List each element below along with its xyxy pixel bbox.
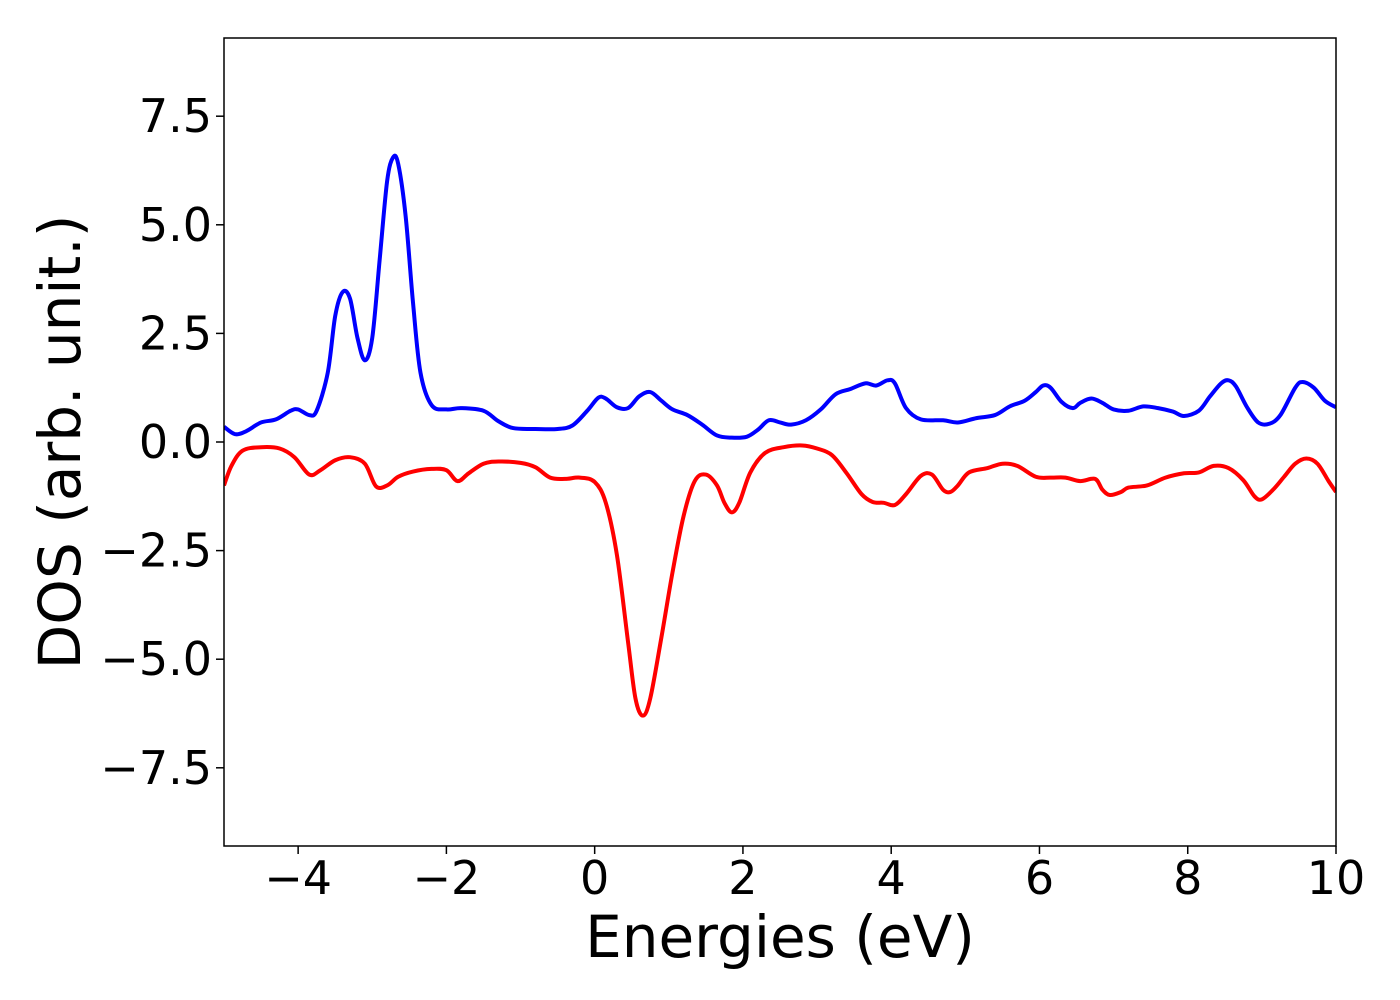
y-tick-label: −2.5 <box>100 524 212 578</box>
x-tick-label: −4 <box>264 851 332 905</box>
x-tick-label: 2 <box>728 851 757 905</box>
y-tick-label: −5.0 <box>100 632 212 686</box>
series-layer <box>224 153 1336 718</box>
x-tick-label: 10 <box>1307 851 1366 905</box>
x-axis-ticks: −4 −2 0 2 4 6 8 10 <box>264 846 1365 905</box>
x-tick-label: 0 <box>580 851 609 905</box>
y-tick-label: 7.5 <box>139 89 212 143</box>
y-axis-label: DOS (arb. unit.) <box>26 215 94 670</box>
x-tick-label: 4 <box>877 851 906 905</box>
y-tick-label: 2.5 <box>139 306 212 360</box>
y-axis-ticks: −7.5 −5.0 −2.5 0.0 2.5 5.0 7.5 <box>100 89 224 795</box>
x-axis-label: Energies (eV) <box>585 903 975 971</box>
y-tick-label: 5.0 <box>139 198 212 252</box>
series-line-2 <box>224 443 1336 718</box>
y-tick-label: 0.0 <box>139 415 212 469</box>
y-tick-label: −7.5 <box>100 741 212 795</box>
x-tick-label: 8 <box>1173 851 1202 905</box>
series-line-1 <box>224 153 1336 440</box>
x-tick-label: 6 <box>1025 851 1054 905</box>
x-tick-label: −2 <box>412 851 480 905</box>
